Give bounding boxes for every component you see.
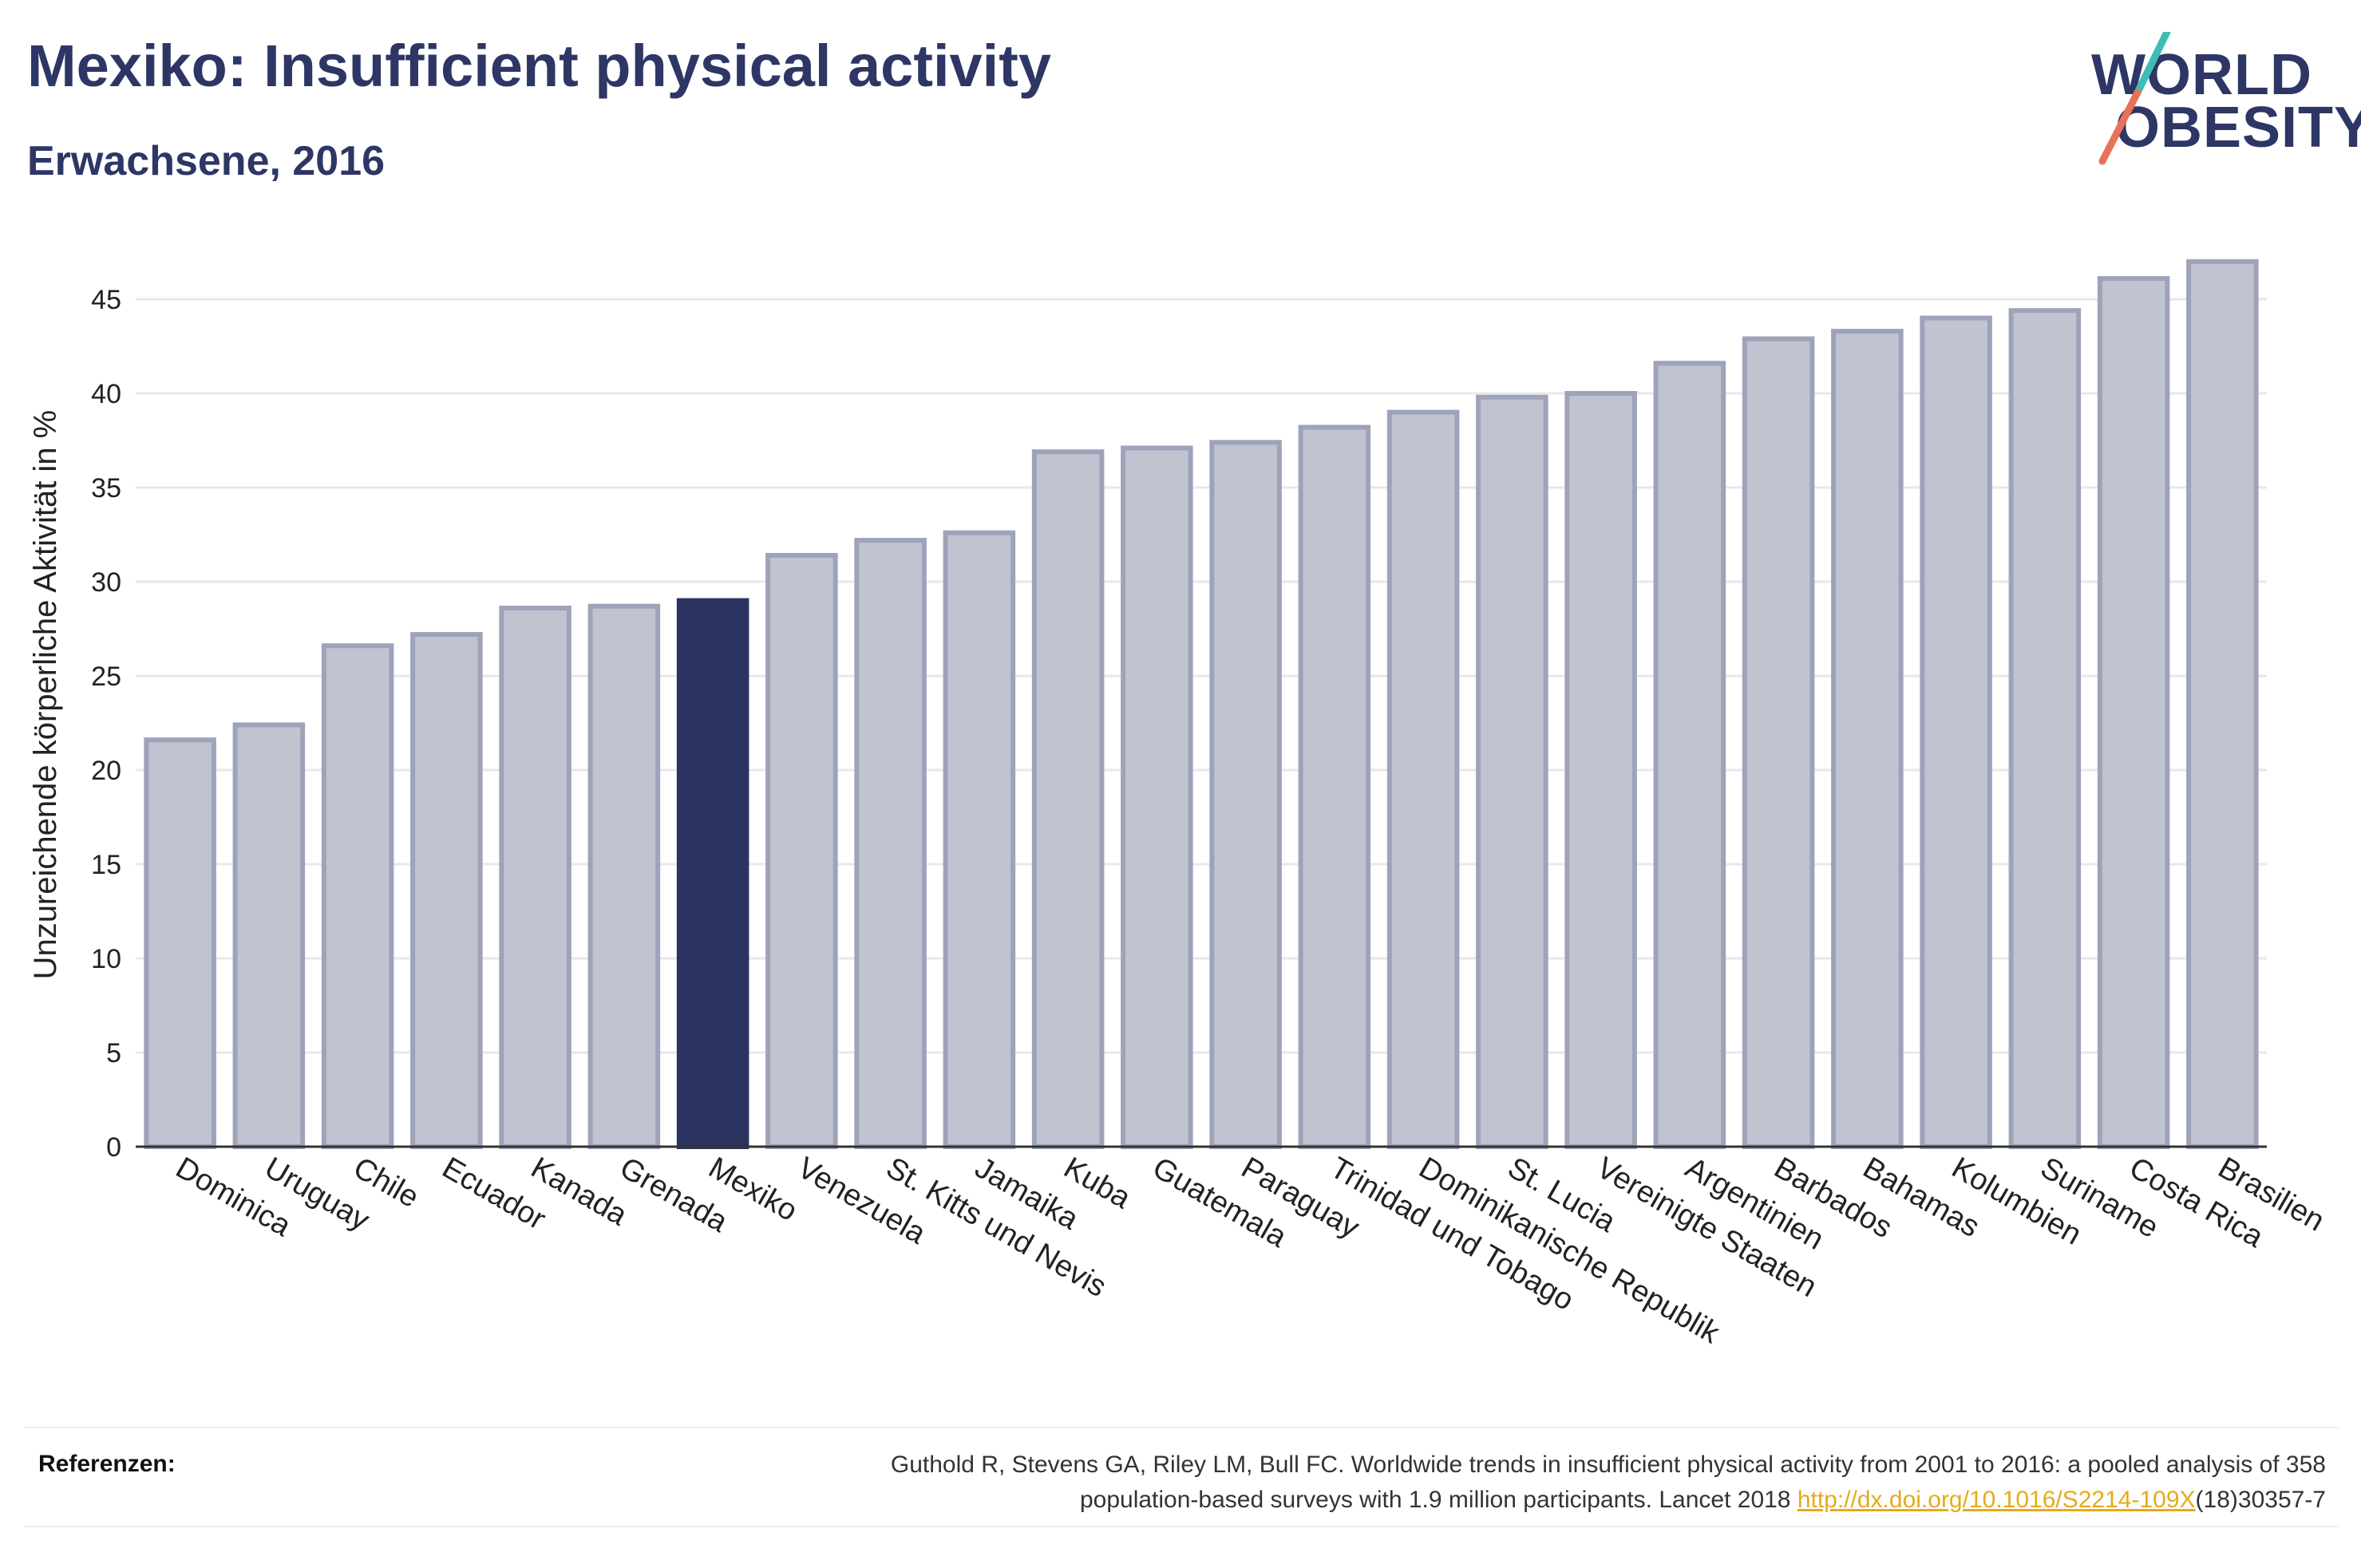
y-tick-label: 30 — [91, 567, 121, 598]
bar-dominica — [144, 737, 216, 1149]
bar-vereinigte-staaten — [1564, 391, 1637, 1149]
bar-kolumbien — [1920, 315, 1992, 1150]
page-subtitle: Erwachsene, 2016 — [27, 138, 386, 184]
references-label: Referenzen: — [38, 1451, 176, 1477]
bar-st-lucia — [1476, 394, 1548, 1150]
bar-chile — [321, 643, 394, 1149]
world-obesity-logo: WORLD OBESITY — [2075, 32, 2361, 176]
page-title: Mexiko: Insufficient physical activity — [27, 33, 1052, 99]
reference-line-2: population-based surveys with 1.9 millio… — [490, 1483, 2326, 1518]
y-tick-label: 10 — [91, 944, 121, 974]
bar-trinidad-und-tobago — [1298, 425, 1371, 1150]
footer-divider-top — [24, 1427, 2339, 1428]
bar-jamaika — [943, 530, 1016, 1149]
y-tick-label: 25 — [91, 662, 121, 692]
reference-line-1: Guthold R, Stevens GA, Riley LM, Bull FC… — [890, 1451, 2326, 1478]
bar-brasilien — [2186, 259, 2259, 1149]
reference-text-pre: population-based surveys with 1.9 millio… — [1079, 1487, 1797, 1513]
bar-paraguay — [1209, 440, 1282, 1149]
y-tick-label: 35 — [91, 473, 121, 504]
bar-grenada — [587, 603, 661, 1149]
footer-divider-bottom — [24, 1526, 2339, 1527]
references-text: Guthold R, Stevens GA, Riley LM, Bull FC… — [490, 1448, 2326, 1518]
bar-kuba — [1031, 449, 1105, 1150]
bar-argentinien — [1653, 361, 1726, 1150]
y-axis-label: Unzureichende körperliche Aktivität in % — [28, 410, 63, 980]
bar-uruguay — [232, 722, 306, 1149]
bar-guatemala — [1121, 445, 1193, 1149]
bar-st-kitts-und-nevis — [854, 538, 927, 1149]
bar-barbados — [1742, 336, 1815, 1149]
bar-dominikanische-republik — [1386, 409, 1460, 1150]
y-tick-label: 5 — [106, 1038, 121, 1068]
reference-text-post: (18)30357-7 — [2195, 1487, 2326, 1513]
logo-text-obesity: OBESITY — [2115, 96, 2361, 160]
bar-venezuela — [765, 552, 838, 1149]
bar-ecuador — [410, 632, 483, 1149]
y-tick-label: 0 — [106, 1132, 121, 1163]
reference-doi-link[interactable]: http://dx.doi.org/10.1016/S2214-109X — [1797, 1487, 2196, 1513]
bar-costa-rica — [2097, 276, 2170, 1149]
bar-suriname — [2008, 308, 2082, 1149]
y-tick-label: 20 — [91, 756, 121, 786]
bar-mexiko — [676, 598, 749, 1150]
y-tick-label: 45 — [91, 285, 121, 315]
y-tick-label: 40 — [91, 379, 121, 409]
bar-bahamas — [1831, 329, 1904, 1149]
y-tick-label: 15 — [91, 850, 121, 880]
bar-kanada — [499, 606, 571, 1150]
